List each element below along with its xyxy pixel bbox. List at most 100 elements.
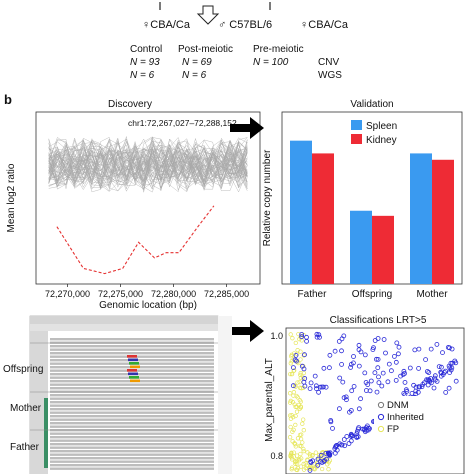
igv-toolbar	[30, 316, 218, 324]
inherited-point	[400, 372, 406, 378]
inherited-point	[313, 383, 319, 389]
inherited-point	[372, 370, 378, 376]
inherited-point	[394, 340, 400, 346]
group-control-wgs-n: N = 6	[130, 70, 155, 81]
group-control-cnv-n: N = 93	[130, 57, 160, 68]
classifications-ytick-mid: 0.8	[270, 451, 283, 461]
group-premeiotic-cnv-n: N = 100	[253, 57, 289, 68]
inherited-point	[443, 368, 448, 374]
background-trace	[48, 137, 248, 191]
inherited-point	[447, 370, 453, 376]
inherited-point	[447, 365, 453, 371]
fp-point	[326, 467, 331, 472]
igv-read	[50, 453, 214, 456]
igv-track-label-mother: Mother	[10, 403, 42, 414]
igv-scrollbar[interactable]	[218, 316, 232, 474]
fp-point	[301, 428, 306, 433]
inherited-point	[415, 389, 421, 395]
fp-point	[301, 353, 306, 358]
inherited-point	[440, 350, 445, 356]
fp-point	[296, 331, 301, 337]
fp-point	[293, 444, 298, 449]
discovery-title: Discovery	[108, 99, 152, 110]
inherited-point	[419, 384, 425, 390]
fp-point	[297, 432, 303, 438]
fp-point	[293, 340, 298, 346]
inherited-point	[436, 364, 442, 370]
panel-label-b: b	[4, 92, 12, 107]
fp-point	[298, 372, 303, 378]
legend-label-fp: FP	[387, 424, 399, 435]
legend-marker-inherited	[377, 413, 385, 421]
inherited-point	[431, 385, 437, 391]
inherited-point	[374, 389, 380, 395]
fp-point	[292, 368, 297, 373]
fp-point	[288, 371, 293, 377]
arrow-right-icon	[230, 117, 264, 139]
inherited-point	[428, 346, 434, 352]
inherited-point	[388, 368, 394, 374]
inherited-point	[320, 384, 326, 390]
discovery-xlabel: Genomic location (bp)	[99, 300, 197, 311]
inherited-point	[449, 346, 455, 352]
legend-swatch-kidney	[351, 134, 362, 144]
inherited-point	[299, 332, 305, 337]
inherited-point	[327, 452, 333, 458]
inherited-point	[438, 364, 444, 370]
inherited-point	[373, 356, 379, 362]
igv-read	[50, 439, 214, 442]
discovery-xtick-label: 72,275,000	[98, 289, 143, 299]
inherited-point	[395, 351, 401, 357]
fp-point	[293, 404, 298, 410]
igv-read	[50, 348, 214, 351]
inherited-point	[340, 379, 346, 385]
inherited-point	[290, 365, 296, 371]
right-strain-label: ♀CBA/Ca	[300, 19, 349, 31]
inherited-point	[434, 341, 440, 347]
inherited-point	[407, 365, 413, 371]
inherited-point	[362, 427, 368, 433]
inherited-point	[356, 406, 362, 412]
fp-point	[292, 402, 297, 407]
inherited-point	[343, 394, 349, 400]
inherited-point	[398, 373, 404, 379]
fp-point	[287, 391, 293, 396]
row-label-cnv: CNV	[318, 57, 339, 68]
inherited-point	[425, 377, 431, 383]
bar-spleen-offspring	[350, 210, 372, 284]
inherited-point	[448, 360, 454, 366]
fp-point	[298, 405, 304, 410]
inherited-point	[321, 365, 327, 371]
inherited-point	[326, 365, 332, 371]
inherited-point	[341, 437, 347, 442]
inherited-point	[421, 380, 427, 386]
down-arrow-icon	[196, 5, 220, 25]
legend-box	[374, 396, 440, 440]
row-label-wgs: WGS	[318, 70, 342, 81]
igv-read	[50, 352, 214, 355]
middle-strain-label: ♂ C57BL/6	[218, 19, 272, 31]
fp-point	[295, 467, 300, 473]
classifications-points	[287, 331, 459, 473]
classifications-legend: DNM Inherited FP	[374, 396, 440, 440]
fp-point	[291, 427, 296, 432]
fp-point	[295, 380, 300, 385]
inherited-point	[323, 384, 329, 390]
inherited-point	[443, 389, 449, 395]
legend-marker-fp	[377, 425, 385, 433]
inherited-point	[393, 377, 399, 383]
discovery-plot-area	[35, 111, 261, 285]
legend-label-inherited: Inherited	[387, 412, 424, 423]
fp-point	[297, 443, 303, 449]
inherited-point	[383, 350, 388, 356]
bar-spleen-mother	[410, 153, 432, 284]
validation-xlabel-father: Father	[298, 289, 328, 300]
inherited-point	[302, 352, 307, 358]
pedigree-strip: ♀CBA/Ca ♂ C57BL/6 ♀CBA/Ca Control N = 93…	[130, 2, 349, 81]
inherited-point	[446, 385, 452, 391]
igv-read	[50, 425, 214, 428]
fp-point	[300, 421, 305, 426]
inherited-point	[290, 383, 296, 389]
group-postmeiotic-label: Post-meiotic	[178, 44, 233, 55]
inherited-point	[355, 434, 361, 440]
